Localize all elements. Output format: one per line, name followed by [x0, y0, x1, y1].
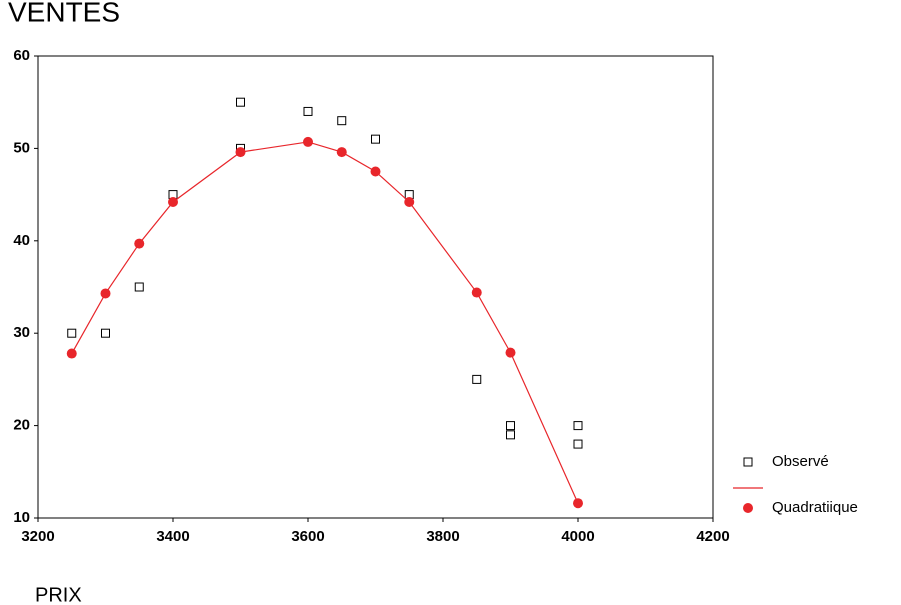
- point: [573, 439, 583, 449]
- point: [472, 374, 482, 384]
- point: [236, 97, 245, 107]
- point: [337, 116, 347, 126]
- x-tick-label: 3800: [426, 528, 459, 545]
- legend-marker: [743, 503, 753, 513]
- y-tick-label: 60: [13, 47, 30, 64]
- point: [66, 348, 77, 359]
- y-tick-label: 50: [13, 139, 30, 156]
- legend-marker: [743, 457, 753, 467]
- point: [67, 328, 77, 338]
- point: [404, 196, 415, 207]
- y-tick-label: 30: [13, 324, 30, 341]
- point: [471, 287, 482, 298]
- point: [371, 134, 380, 144]
- point: [100, 288, 111, 299]
- x-tick-label: 4200: [696, 528, 729, 545]
- y-tick-label: 10: [13, 509, 30, 526]
- fit-line: [71, 141, 579, 504]
- y-tick-label: 20: [13, 417, 30, 434]
- legend-label: Observé: [772, 453, 829, 470]
- x-tick-label: 4000: [561, 528, 594, 545]
- y-tick-label: 40: [13, 232, 30, 249]
- plot-frame: [37, 55, 714, 519]
- point: [303, 136, 313, 147]
- point: [101, 328, 110, 338]
- point: [134, 282, 144, 292]
- chart-title: VENTES: [8, 0, 120, 27]
- x-tick-label: 3200: [21, 528, 54, 545]
- point: [303, 106, 313, 116]
- point: [370, 166, 381, 177]
- point: [134, 238, 145, 249]
- point: [168, 196, 178, 207]
- point: [506, 430, 515, 440]
- x-tick-label: 3600: [291, 528, 324, 545]
- x-tick-label: 3400: [156, 528, 189, 545]
- point: [506, 421, 515, 431]
- legend-label: Quadratiique: [772, 499, 858, 516]
- point: [235, 147, 246, 158]
- point: [573, 421, 583, 431]
- point: [573, 498, 583, 509]
- x-axis-label: PRIX: [35, 584, 82, 605]
- point: [505, 347, 516, 358]
- point: [336, 147, 347, 158]
